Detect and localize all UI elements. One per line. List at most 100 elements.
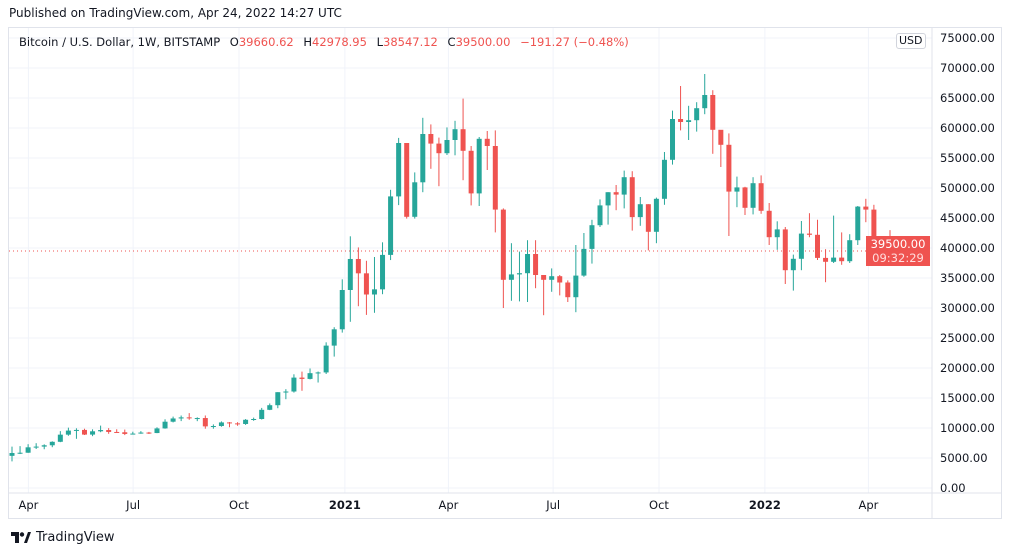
currency-button[interactable]: USD — [896, 33, 926, 49]
candle-body — [484, 138, 490, 146]
close-value: 39500.00 — [455, 35, 511, 49]
candle-body — [452, 129, 458, 140]
candle-body — [9, 453, 15, 456]
y-tick-label: 60000.00 — [940, 121, 995, 135]
y-tick-label: 70000.00 — [940, 61, 995, 75]
logo-text: TradingView — [36, 530, 115, 545]
candle-body — [516, 273, 522, 275]
candle-body — [597, 205, 603, 226]
candle-body — [492, 146, 498, 210]
candle-body — [500, 209, 506, 280]
candle-body — [259, 409, 265, 419]
candle-body — [65, 430, 71, 435]
y-tick-label: 5000.00 — [940, 451, 988, 465]
candle-body — [186, 417, 192, 419]
candle-body — [299, 377, 305, 379]
y-tick-label: 15000.00 — [940, 391, 995, 405]
x-tick-label: Oct — [649, 498, 669, 512]
open-label: O — [229, 35, 239, 49]
candle-body — [355, 258, 361, 274]
candle-body — [283, 391, 289, 393]
candle-body — [235, 423, 241, 425]
bar-countdown: 09:32:29 — [872, 251, 924, 265]
candle-body — [371, 289, 377, 295]
candle-body — [436, 143, 442, 154]
candle-body — [734, 187, 740, 192]
candle-body — [468, 150, 474, 194]
candle-body — [476, 138, 482, 194]
low-label: L — [376, 35, 383, 49]
candle-body — [33, 446, 39, 448]
candle-body — [194, 418, 200, 420]
candle-body — [670, 119, 676, 160]
y-tick-label: 0.00 — [940, 481, 966, 495]
candle-body — [847, 240, 853, 262]
candle-body — [162, 421, 168, 429]
x-tick-label: Apr — [18, 498, 38, 512]
candle-body — [637, 204, 643, 218]
candle-body — [653, 198, 659, 232]
candle-body — [645, 204, 651, 232]
candle-body — [347, 258, 353, 290]
candle-body — [41, 445, 47, 447]
y-tick-label: 65000.00 — [940, 91, 995, 105]
candle-body — [581, 248, 587, 276]
x-tick-label: 2021 — [329, 498, 361, 512]
chart-frame — [8, 27, 1002, 519]
candle-body — [323, 345, 329, 373]
candle-body — [90, 431, 96, 435]
candle-body — [114, 431, 120, 433]
candle-body — [444, 140, 450, 154]
candle-body — [549, 276, 555, 280]
candle-body — [275, 392, 281, 406]
candle-body — [243, 419, 249, 424]
candle-body — [291, 377, 297, 392]
candle-body — [404, 143, 410, 217]
candle-body — [694, 108, 700, 121]
tradingview-logo[interactable]: TradingView — [11, 530, 115, 545]
low-value: 38547.12 — [383, 35, 438, 49]
candle-body — [774, 229, 780, 238]
candle-body — [130, 433, 136, 435]
candle-body — [202, 418, 208, 427]
candle-body — [806, 233, 812, 235]
high-value: 42978.95 — [312, 35, 367, 49]
open-value: 39660.62 — [238, 35, 294, 49]
published-caption: Published on TradingView.com, Apr 24, 20… — [9, 6, 342, 20]
candle-body — [702, 95, 708, 109]
candle-body — [798, 233, 804, 259]
candle-body — [122, 432, 128, 434]
candle-body — [629, 177, 635, 218]
candle-body — [718, 129, 724, 145]
candle-body — [138, 432, 144, 434]
candle-body — [565, 282, 571, 298]
y-tick-label: 55000.00 — [940, 151, 995, 165]
candle-body — [98, 430, 104, 432]
candle-body — [573, 275, 579, 298]
y-tick-label: 50000.00 — [940, 181, 995, 195]
candle-body — [396, 143, 402, 197]
tradingview-logo-icon — [11, 531, 31, 543]
candle-body — [855, 206, 861, 241]
candle-body — [790, 258, 796, 271]
candle-body — [412, 182, 418, 217]
candle-body — [525, 254, 531, 274]
candle-body — [557, 276, 563, 283]
candle-body — [154, 428, 160, 434]
y-tick-label: 30000.00 — [940, 301, 995, 315]
candle-body — [758, 183, 764, 211]
x-tick-label: Apr — [858, 498, 878, 512]
candle-body — [380, 254, 386, 290]
candle-body — [25, 447, 31, 453]
candle-body — [589, 225, 595, 249]
candle-body — [863, 206, 869, 210]
candle-body — [331, 329, 337, 346]
candle-body — [178, 417, 184, 419]
x-tick-label: 2022 — [749, 498, 781, 512]
candle-body — [815, 234, 820, 258]
candle-body — [541, 275, 547, 280]
last-price-label: 39500.00 09:32:29 — [866, 236, 930, 266]
x-tick-label: Jul — [125, 498, 140, 512]
candle-body — [251, 419, 257, 420]
